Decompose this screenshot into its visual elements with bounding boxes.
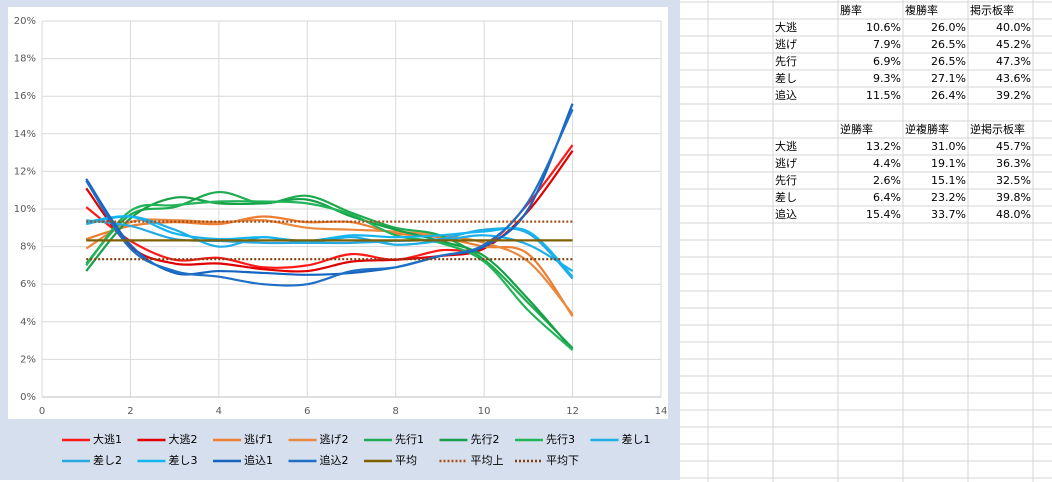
legend-label: 先行1 (395, 433, 424, 446)
row-label: 先行 (775, 174, 797, 187)
table-cell: 48.0% (996, 208, 1031, 221)
y-tick-label: 8% (20, 242, 36, 253)
table-cell: 15.4% (866, 208, 901, 221)
legend-label: 平均下 (546, 454, 579, 467)
legend-label: 先行2 (471, 433, 500, 446)
row-label: 追込 (775, 207, 797, 221)
row-label: 逃げ (775, 157, 797, 170)
y-tick-label: 2% (20, 354, 36, 365)
x-tick-label: 10 (478, 406, 491, 417)
series-line (85, 103, 574, 276)
y-tick-label: 20% (14, 16, 36, 27)
y-tick-label: 4% (20, 317, 36, 328)
legend-label: 平均上 (471, 454, 504, 467)
series-line (86, 215, 574, 278)
y-tick-label: 14% (14, 129, 36, 140)
series-line (86, 219, 574, 280)
table-cell: 31.0% (931, 140, 966, 153)
table-cell: 19.1% (931, 157, 966, 170)
table-cell: 13.2% (866, 140, 901, 153)
series-line (85, 108, 574, 287)
legend-label: 差し3 (169, 453, 198, 467)
table-cell: 36.3% (996, 157, 1031, 170)
series-line (85, 218, 574, 315)
x-tick-label: 2 (127, 406, 133, 417)
y-tick-label: 0% (20, 392, 36, 403)
legend-label: 逃げ2 (320, 433, 349, 446)
x-tick-label: 4 (216, 406, 222, 417)
series-line (85, 200, 574, 351)
table-cell: 32.5% (996, 174, 1031, 187)
table-cell: 15.1% (931, 174, 966, 187)
x-tick-label: 14 (655, 406, 668, 417)
x-tick-label: 0 (39, 406, 45, 417)
row-label: 差し (775, 190, 797, 204)
table-cell: 7.9% (873, 38, 901, 51)
legend-label: 差し2 (93, 453, 122, 467)
table-header: 逆複勝率 (905, 122, 949, 136)
row-label: 逃げ (775, 38, 797, 51)
row-label: 差し (775, 71, 797, 85)
table-cell: 45.2% (996, 38, 1031, 51)
table-cell: 9.3% (873, 72, 901, 85)
table-header: 複勝率 (905, 3, 938, 17)
table-cell: 26.0% (931, 21, 966, 34)
sheet-grid (680, 0, 1052, 482)
table-cell: 39.8% (996, 191, 1031, 204)
legend-label: 先行3 (546, 433, 575, 446)
plot-background (8, 7, 668, 419)
y-tick-label: 12% (14, 166, 36, 177)
x-tick-label: 8 (393, 406, 399, 417)
table-cell: 26.4% (931, 89, 966, 102)
table-cell: 47.3% (996, 55, 1031, 68)
table-cell: 26.5% (931, 55, 966, 68)
table-header: 逆勝率 (840, 122, 873, 136)
x-tick-label: 6 (304, 406, 310, 417)
legend-label: 追込1 (244, 453, 273, 467)
table-cell: 26.5% (931, 38, 966, 51)
table-cell: 23.2% (931, 191, 966, 204)
legend-label: 平均 (395, 454, 417, 467)
legend-label: 追込2 (320, 453, 349, 467)
table-header: 逆掲示板率 (970, 122, 1025, 136)
y-tick-label: 6% (20, 279, 36, 290)
row-label: 先行 (775, 55, 797, 68)
row-label: 大逃 (775, 20, 797, 34)
table-cell: 6.9% (873, 55, 901, 68)
table-cell: 27.1% (931, 72, 966, 85)
row-label: 追込 (775, 88, 797, 102)
table-cell: 10.6% (866, 21, 901, 34)
table-cell: 6.4% (873, 191, 901, 204)
x-tick-label: 12 (566, 406, 579, 417)
y-tick-label: 10% (14, 204, 36, 215)
legend-label: 逃げ1 (244, 433, 273, 446)
row-label: 大逃 (775, 139, 797, 153)
table-cell: 43.6% (996, 72, 1031, 85)
table-cell: 4.4% (873, 157, 901, 170)
y-tick-label: 18% (14, 54, 36, 65)
table-header: 掲示板率 (970, 3, 1014, 17)
table-cell: 33.7% (931, 208, 966, 221)
table-cell: 11.5% (866, 89, 901, 102)
table-cell: 39.2% (996, 89, 1031, 102)
table-cell: 45.7% (996, 140, 1031, 153)
table-cell: 40.0% (996, 21, 1031, 34)
legend-label: 大逃2 (169, 432, 198, 446)
y-tick-label: 16% (14, 91, 36, 102)
legend-label: 差し1 (622, 432, 651, 446)
table-header: 勝率 (840, 3, 862, 17)
table-cell: 2.6% (873, 174, 901, 187)
legend-label: 大逃1 (93, 432, 122, 446)
series-line (85, 190, 574, 349)
